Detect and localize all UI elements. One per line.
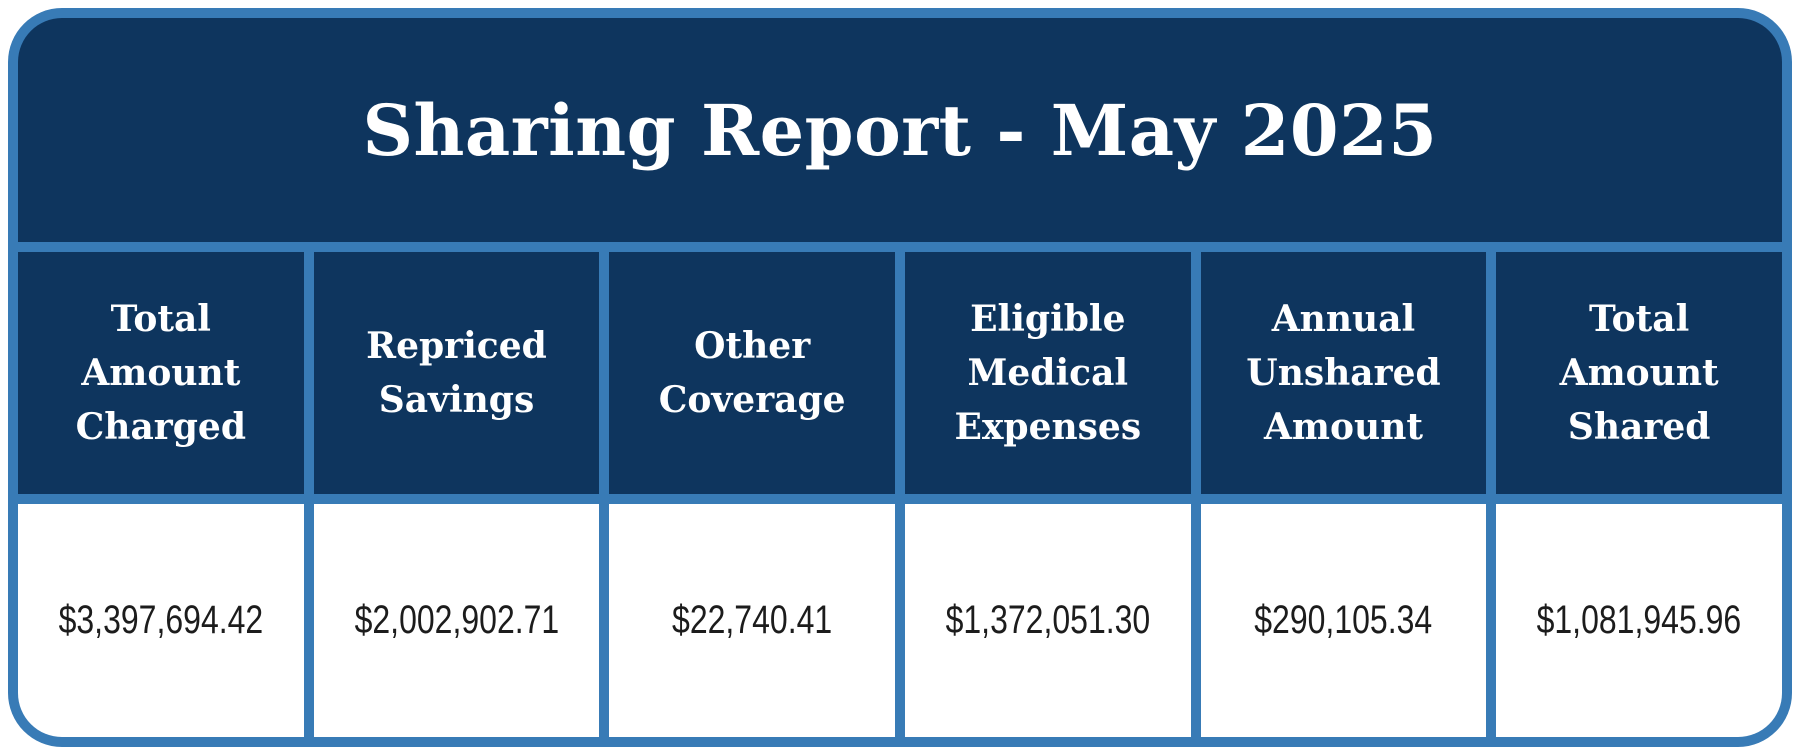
header-cell-total-amount-shared: Total Amount Shared (1496, 252, 1782, 494)
value-cell-repriced-savings: $2,002,902.71 (313, 504, 600, 737)
value-total-amount-charged: $3,397,694.42 (58, 598, 264, 642)
header-cell-total-amount-charged: Total Amount Charged (18, 252, 304, 494)
sharing-report-card: Sharing Report - May 2025 Total Amount C… (8, 8, 1792, 747)
value-cell-total-amount-charged: $3,397,694.42 (18, 504, 304, 737)
header-cell-annual-unshared-amount: Annual Unshared Amount (1200, 252, 1487, 494)
value-eligible-medical-expenses: $1,372,051.30 (945, 598, 1151, 642)
value-cell-annual-unshared-amount: $290,105.34 (1200, 504, 1487, 737)
header-cell-other-coverage: Other Coverage (609, 252, 895, 494)
value-cell-other-coverage: $22,740.41 (609, 504, 895, 737)
report-title: Sharing Report - May 2025 (362, 88, 1438, 172)
value-cell-eligible-medical-expenses: $1,372,051.30 (904, 504, 1191, 737)
report-title-band: Sharing Report - May 2025 (18, 18, 1782, 242)
header-cell-repriced-savings: Repriced Savings (313, 252, 600, 494)
value-repriced-savings: $2,002,902.71 (354, 598, 559, 642)
value-annual-unshared-amount: $290,105.34 (1254, 598, 1433, 642)
header-cell-eligible-medical-expenses: Eligible Medical Expenses (904, 252, 1191, 494)
value-other-coverage: $22,740.41 (672, 598, 833, 642)
data-row: $3,397,694.42 $2,002,902.71 $22,740.41 $… (18, 504, 1782, 737)
value-total-amount-shared: $1,081,945.96 (1536, 598, 1742, 642)
value-cell-total-amount-shared: $1,081,945.96 (1496, 504, 1782, 737)
header-row: Total Amount Charged Repriced Savings Ot… (18, 252, 1782, 494)
